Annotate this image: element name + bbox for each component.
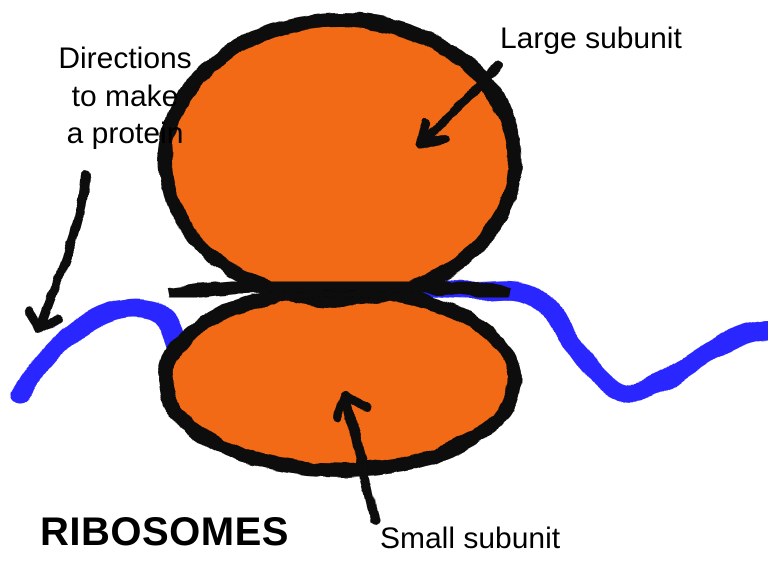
diagram-title: RIBOSOMES: [40, 510, 289, 555]
large-subunit-label: Large subunit: [500, 20, 682, 58]
small-subunit-label: Small subunit: [380, 520, 560, 558]
mrna-label-line2: to make: [30, 78, 220, 116]
mrna-label-line1: Directions: [30, 40, 220, 78]
mrna-label: Directions to make a protein: [30, 40, 220, 153]
arrow-mrna: [28, 175, 85, 330]
mrna-label-line3: a protein: [30, 115, 220, 153]
